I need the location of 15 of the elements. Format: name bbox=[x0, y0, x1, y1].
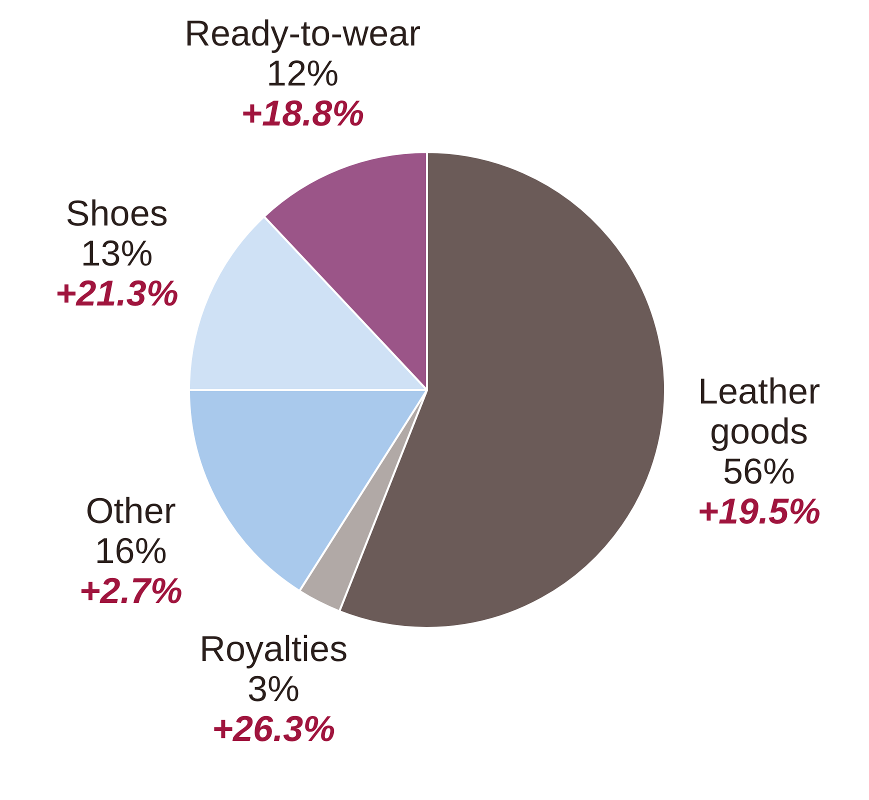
text: +19.5% bbox=[697, 490, 821, 532]
data-label: 13% bbox=[80, 232, 153, 274]
slice-label: Royalties bbox=[200, 628, 348, 670]
text: +21.3% bbox=[55, 272, 178, 314]
text: +18.8% bbox=[241, 92, 364, 134]
data-label: 12% bbox=[266, 52, 339, 94]
text: +2.7% bbox=[79, 570, 182, 611]
data-label: 3% bbox=[248, 668, 300, 710]
slice-label: Ready-to-wear bbox=[184, 12, 421, 54]
data-label: 56% bbox=[722, 450, 796, 492]
slice-label: Leather goods bbox=[698, 370, 820, 452]
text: +26.3% bbox=[212, 708, 336, 750]
slice-label: Shoes bbox=[66, 192, 168, 234]
data-label: 16% bbox=[94, 530, 167, 571]
slice-label: Other bbox=[86, 490, 176, 531]
